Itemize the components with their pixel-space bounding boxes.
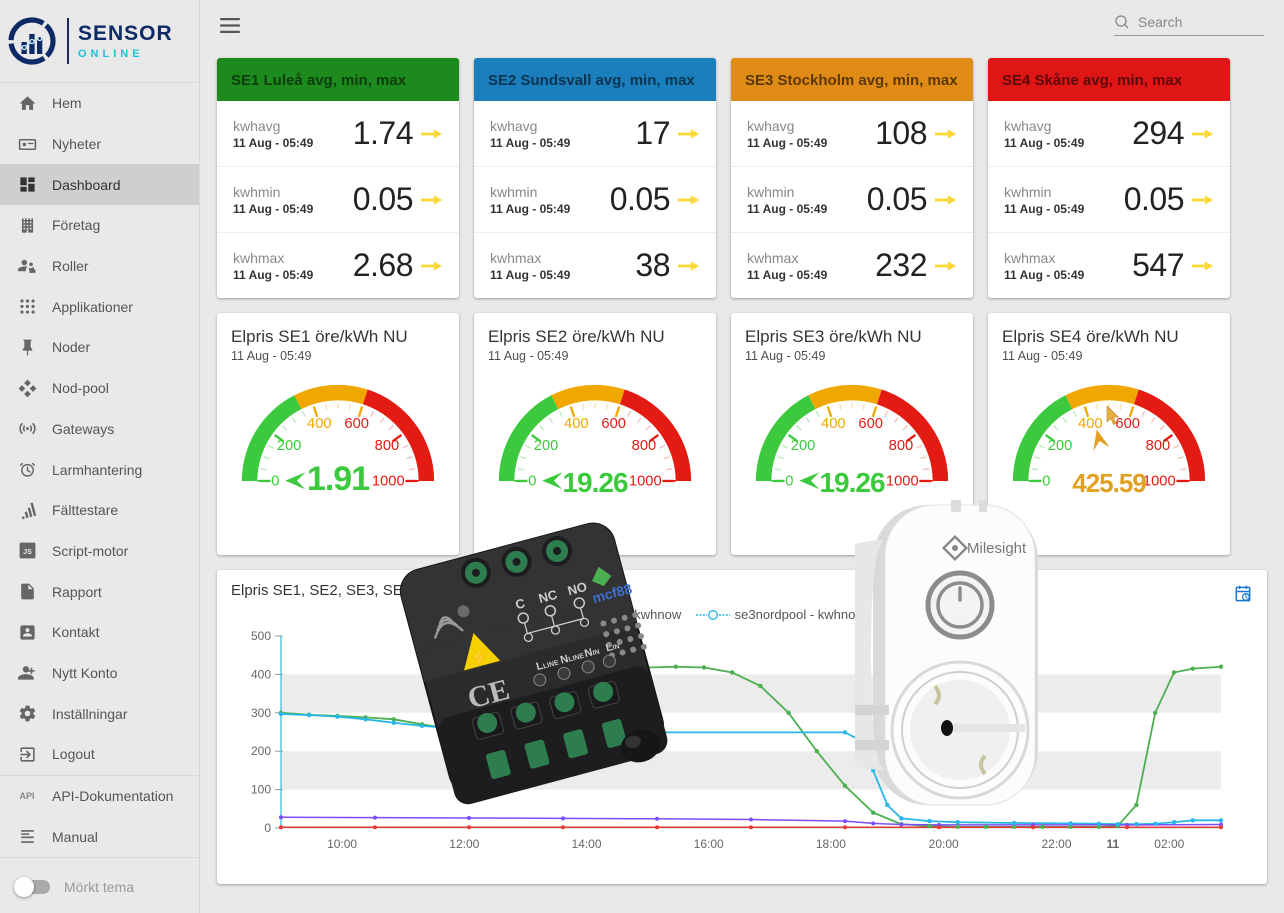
- svg-text:11: 11: [1107, 837, 1120, 851]
- svg-text:200: 200: [277, 438, 302, 454]
- svg-text:JS: JS: [23, 548, 32, 556]
- svg-text:600: 600: [601, 416, 626, 432]
- svg-text:02:00: 02:00: [1154, 837, 1184, 851]
- svg-text:400: 400: [251, 667, 271, 681]
- svg-text:400: 400: [307, 416, 332, 432]
- svg-text:200: 200: [791, 438, 816, 454]
- svg-text:400: 400: [821, 416, 846, 432]
- svg-text:16:00: 16:00: [694, 837, 724, 851]
- svg-text:200: 200: [534, 438, 559, 454]
- svg-text:200: 200: [1048, 438, 1073, 454]
- svg-text:0: 0: [264, 821, 271, 835]
- svg-text:200: 200: [251, 744, 271, 758]
- svg-text:10:00: 10:00: [327, 837, 357, 851]
- svg-text:400: 400: [1078, 416, 1103, 432]
- svg-text:600: 600: [344, 416, 369, 432]
- svg-text:20:00: 20:00: [929, 837, 959, 851]
- svg-text:300: 300: [251, 706, 271, 720]
- svg-text:14:00: 14:00: [571, 837, 601, 851]
- svg-text:18:00: 18:00: [816, 837, 846, 851]
- svg-text:800: 800: [375, 438, 400, 454]
- svg-text:400: 400: [564, 416, 589, 432]
- svg-text:800: 800: [889, 438, 914, 454]
- svg-text:100: 100: [251, 783, 271, 797]
- svg-text:600: 600: [858, 416, 883, 432]
- svg-text:22:00: 22:00: [1041, 837, 1071, 851]
- svg-text:500: 500: [251, 629, 271, 643]
- svg-text:12:00: 12:00: [449, 837, 479, 851]
- svg-text:800: 800: [1146, 438, 1171, 454]
- svg-text:800: 800: [632, 438, 657, 454]
